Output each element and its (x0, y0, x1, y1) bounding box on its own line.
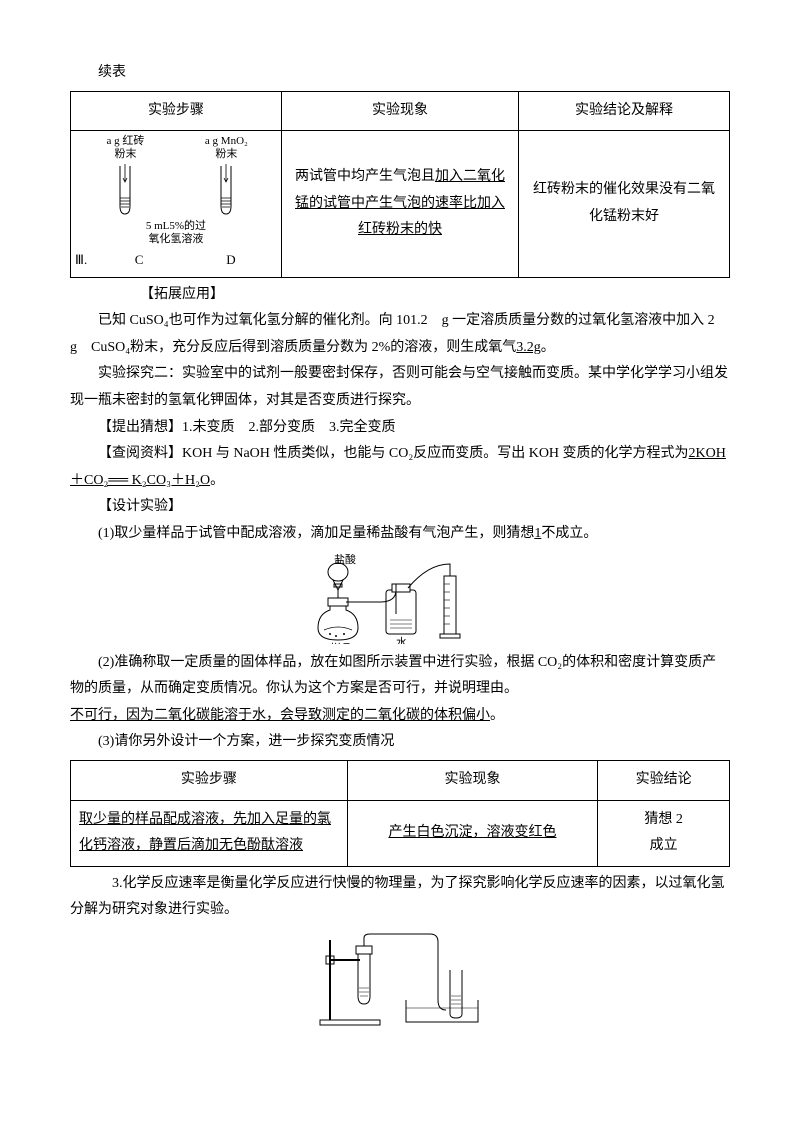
tube-d-label2: 粉末 (215, 148, 237, 160)
ext-p1c: 。 (541, 340, 555, 355)
t2-concl: 猜想 2 成立 (598, 800, 730, 866)
t1-conclusion: 红砖粉末的催化效果没有二氧化锰粉末好 (519, 131, 730, 277)
table-1: 实验步骤 实验现象 实验结论及解释 a g 红砖粉末 a g MnO₂粉末 (70, 91, 730, 278)
q1a: (1)取少量样品于试管中配成溶液，滴加足量稀盐酸有气泡产生，则猜想 (98, 526, 534, 541)
table-2: 实验步骤 实验现象 实验结论 取少量的样品配成溶液，先加入足量的氯化钙溶液，静置… (70, 760, 730, 867)
q3: (3)请你另外设计一个方案，进一步探究变质情况 (70, 729, 730, 756)
label-d: D (185, 248, 277, 273)
q2-ans: 不可行，因为二氧化碳能溶于水，会导致测定的二氧化碳的体积偏小。 (70, 703, 730, 730)
water-label: 水 (396, 636, 407, 644)
section-guess: 【提出猜想】1.未变质 2.部分变质 3.完全变质 (70, 415, 730, 442)
t1-diagram-cell: a g 红砖粉末 a g MnO₂粉末 5 mL5%的过 (71, 131, 282, 277)
t2-step-u: 取少量的样品配成溶液，先加入足量的氯化钙溶液，静置后滴加无色酚酞溶液 (79, 812, 331, 854)
ref-a: 【查阅资料】KOH 与 NaOH 性质类似，也能与 CO₂反应而变质。写出 KO… (98, 446, 689, 461)
t1-phenomenon: 两试管中均产生气泡且加入二氧化锰的试管中产生气泡的速率比加入红砖粉末的快 (281, 131, 518, 277)
t2-phen: 产生白色沉淀，溶液变红色 (347, 800, 597, 866)
tube-d-label1: a g MnO₂ (205, 135, 248, 147)
t2-concl1: 猜想 2 (644, 812, 683, 827)
apparatus2-svg (310, 930, 490, 1030)
phen-pre: 两试管中均产生气泡且 (295, 169, 435, 184)
q3-end: 3.化学反应速率是衡量化学反应进行快慢的物理量，为了探究影响化学反应速率的因素，… (70, 871, 730, 924)
ref-c: 。 (210, 473, 224, 488)
t1-h1: 实验步骤 (71, 91, 282, 131)
q2u: 不可行，因为二氧化碳能溶于水，会导致测定的二氧化碳的体积偏小 (70, 708, 490, 723)
q1c: 不成立。 (541, 526, 597, 541)
t2-concl2: 成立 (650, 838, 678, 853)
continued-label: 续表 (70, 60, 730, 87)
q2: (2)准确称取一定质量的固体样品，放在如图所示装置中进行实验，根据 CO₂的体积… (70, 650, 730, 703)
t2-step: 取少量的样品配成溶液，先加入足量的氯化钙溶液，静置后滴加无色酚酞溶液 (71, 800, 348, 866)
q2c: 。 (490, 708, 504, 723)
ext-p1u: 3.2g (516, 340, 541, 355)
mid-label1: 5 mL5%的过 (146, 220, 206, 232)
t2-phen-u: 产生白色沉淀，溶液变红色 (388, 825, 556, 840)
q2a: (2)准确称取一定质量的固体样品，放在如图所示装置中进行实验，根据 CO₂的体积… (70, 655, 716, 697)
ext-p1a: 已知 CuSO₄也可作为过氧化氢分解的催化剂。向 101.2 g 一定溶质质量分… (70, 313, 729, 355)
tube-c-svg (113, 164, 137, 216)
t2-h1: 实验步骤 (71, 760, 348, 800)
section-ext-heading: 【拓展应用】 (70, 282, 730, 309)
tube-c-label1: a g 红砖 (107, 135, 145, 147)
t1-h2: 实验现象 (281, 91, 518, 131)
roman: Ⅲ. (75, 248, 87, 273)
t1-h3: 实验结论及解释 (519, 91, 730, 131)
section-ref: 【查阅资料】KOH 与 NaOH 性质类似，也能与 CO₂反应而变质。写出 KO… (70, 441, 730, 494)
t2-h2: 实验现象 (347, 760, 597, 800)
q1: (1)取少量样品于试管中配成溶液，滴加足量稀盐酸有气泡产生，则猜想1不成立。 (70, 521, 730, 548)
label-c: C (93, 248, 185, 273)
sample-label: 样品 (330, 641, 352, 644)
hcl-label: 盐酸 (334, 554, 356, 566)
tube-d-svg (214, 164, 238, 216)
t2-h3: 实验结论 (598, 760, 730, 800)
mid-label2: 氧化氢溶液 (148, 233, 203, 245)
tube-c-label2: 粉末 (114, 148, 136, 160)
ext-para: 已知 CuSO₄也可作为过氧化氢分解的催化剂。向 101.2 g 一定溶质质量分… (70, 308, 730, 361)
apparatus-svg: 盐酸 样品 水 (300, 554, 500, 644)
exp2-intro: 实验探究二：实验室中的试剂一般要密封保存，否则可能会与空气接触而变质。某中学化学… (70, 361, 730, 414)
section-design: 【设计实验】 (70, 494, 730, 521)
